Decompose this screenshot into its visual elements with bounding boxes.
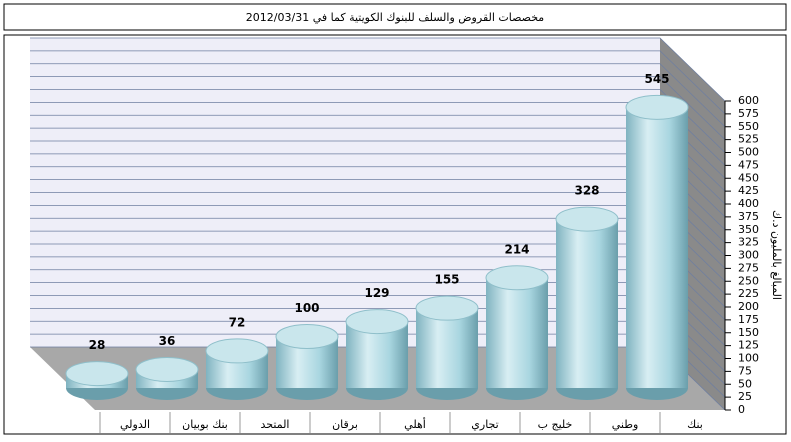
x-tick-label: بنك [687,418,703,431]
value-label: 545 [644,72,669,86]
bar [486,277,548,388]
value-label: 28 [89,338,106,352]
y-tick-label: 175 [738,313,759,326]
bar-cap [205,338,269,364]
y-tick-label: 375 [738,210,759,223]
y-tick-label: 225 [738,287,759,300]
bar-cap [485,265,549,291]
x-tick-label: بنك بوبيان [182,418,228,431]
y-tick-label: 350 [738,223,759,236]
y-tick-label: 450 [738,171,759,184]
x-tick-label: وطني [612,418,639,431]
y-tick-label: 125 [738,339,759,352]
x-tick-label: المتحد [261,418,290,431]
value-label: 155 [434,273,459,287]
bar [416,308,478,388]
bar-cap [275,324,339,349]
x-tick-label: برقان [332,418,358,431]
y-tick-label: 525 [738,133,759,146]
value-label: 72 [229,315,246,329]
value-label: 129 [364,286,389,300]
x-tick-label: أهلي [404,417,426,431]
bar-cap [415,295,479,321]
grid-line [30,63,726,128]
y-tick-label: 75 [738,364,752,377]
grid-line [30,37,726,102]
y-tick-label: 575 [738,107,759,120]
x-tick-label: الدولي [120,418,150,431]
y-tick-label: 475 [738,158,759,171]
y-tick-label: 250 [738,274,759,287]
value-label: 328 [574,184,599,198]
bar-cap [625,94,689,120]
y-tick-label: 425 [738,184,759,197]
grid-line [30,76,726,140]
y-tick-label: 200 [738,300,759,313]
value-label: 36 [159,334,176,348]
y-tick-label: 300 [738,249,759,262]
value-label: 100 [294,301,319,315]
bar-cap [555,206,619,232]
title-box [3,3,787,31]
y-tick-label: 275 [738,261,759,274]
grid-line [30,89,726,153]
x-tick-label: خليج ب [538,418,573,431]
y-axis-title: المبالغ بالمليون د.ك [770,210,783,300]
y-tick-label: 25 [738,390,752,403]
x-tick-label: تجاري [471,418,498,431]
bar [556,219,618,388]
y-tick-label: 325 [738,236,759,249]
bar-cap [345,309,409,335]
y-tick-label: 500 [738,146,759,159]
y-tick-label: 50 [738,377,752,390]
value-label: 214 [504,242,529,256]
y-tick-label: 550 [738,120,759,133]
y-tick-label: 600 [738,94,759,107]
y-tick-label: 100 [738,352,759,365]
chart-title: مخصصات القروض والسلف للبنوك الكويتية كما… [246,11,544,24]
y-tick-label: 150 [738,326,759,339]
bar-cap [135,356,199,382]
grid-line [30,50,726,115]
y-tick-label: 0 [738,403,745,416]
bar-cap [65,361,129,387]
bar [626,107,688,388]
y-tick-label: 400 [738,197,759,210]
